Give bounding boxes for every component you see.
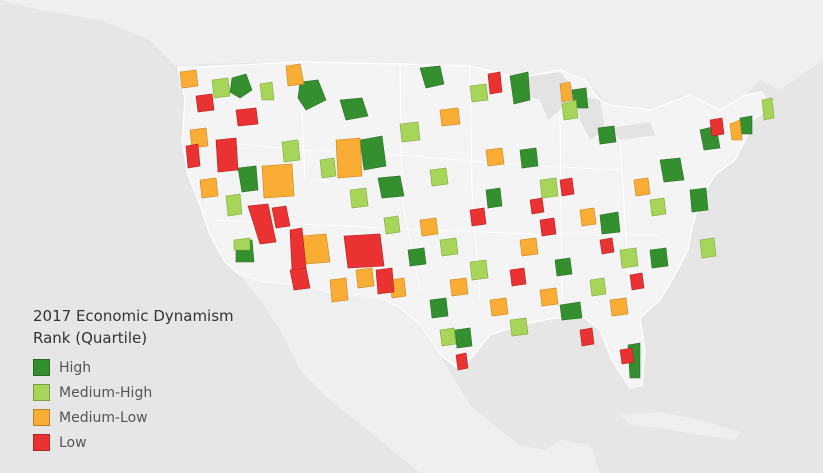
canada-land bbox=[0, 0, 823, 110]
counties-medium-low[interactable] bbox=[179, 63, 743, 317]
legend-label-medium-high: Medium-High bbox=[59, 384, 153, 401]
legend-swatch-low bbox=[33, 434, 50, 451]
legend-swatch-high bbox=[33, 359, 50, 376]
legend-swatch-medium-high bbox=[33, 384, 50, 401]
legend-label-low: Low bbox=[59, 434, 87, 451]
legend-item-medium-high[interactable]: Medium-High bbox=[33, 380, 263, 405]
legend-title: 2017 Economic Dynamism Rank (Quartile) bbox=[33, 307, 234, 347]
legend-label-medium-low: Medium-Low bbox=[59, 409, 148, 426]
legend-swatch-medium-low bbox=[33, 409, 50, 426]
counties-medium-high[interactable] bbox=[211, 77, 775, 347]
counties-low[interactable] bbox=[185, 71, 725, 371]
legend-item-low[interactable]: Low bbox=[33, 430, 263, 455]
legend-label-high: High bbox=[59, 359, 92, 376]
legend-item-medium-low[interactable]: Medium-Low bbox=[33, 405, 263, 430]
mexico-land bbox=[240, 275, 600, 473]
legend: 2017 Economic Dynamism Rank (Quartile) H… bbox=[33, 305, 263, 455]
legend-item-high[interactable]: High bbox=[33, 355, 263, 380]
cuba-land bbox=[620, 412, 740, 440]
